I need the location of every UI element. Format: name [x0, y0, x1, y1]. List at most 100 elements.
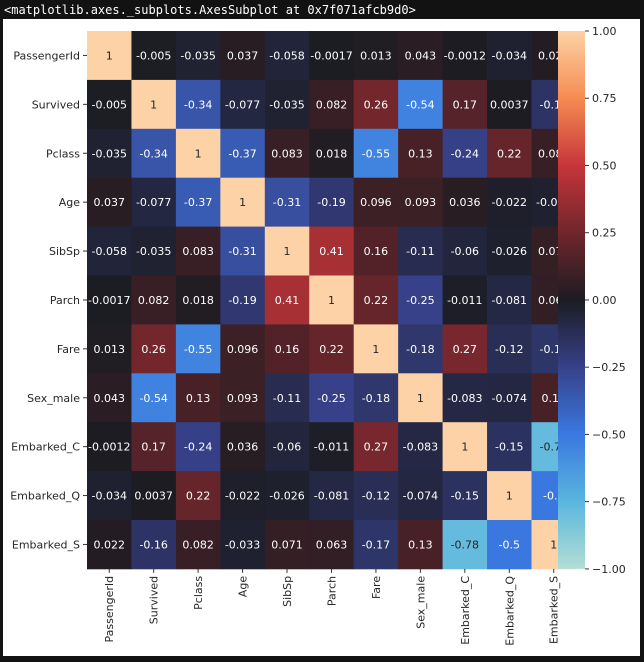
x-tick-label: Embarked_Q	[503, 576, 516, 646]
heatmap-cell	[398, 31, 443, 81]
cell-annotation: -0.11	[406, 245, 434, 258]
heatmap-cell	[398, 471, 443, 521]
heatmap-cell	[353, 520, 399, 570]
heatmap-cell	[442, 275, 488, 325]
heatmap-cell	[131, 520, 177, 570]
cell-annotation: 1	[239, 196, 246, 209]
cell-annotation: 0.16	[275, 343, 300, 356]
cell-annotation: 1	[284, 245, 291, 258]
colorbar-tick-label: 1.00	[592, 25, 617, 38]
heatmap-cell	[398, 324, 443, 374]
heatmap-cell	[87, 422, 132, 472]
cell-annotation: 0.13	[408, 538, 433, 551]
x-tick-label: Pclass	[192, 576, 205, 610]
heatmap-cell	[264, 128, 310, 179]
heatmap-cell	[264, 373, 310, 423]
cell-annotation: -0.083	[403, 441, 438, 454]
heatmap-cell	[398, 177, 443, 227]
cell-annotation: -0.0017	[88, 294, 130, 307]
x-tick-label: Survived	[148, 576, 161, 624]
cell-annotation: -0.06	[451, 245, 479, 258]
heatmap-cell	[175, 520, 221, 570]
cell-annotation: 0.26	[364, 98, 389, 111]
heatmap-cell	[175, 128, 221, 179]
cell-annotation: -0.16	[139, 538, 167, 551]
heatmap-cell	[220, 520, 266, 570]
heatmap-cell	[175, 275, 221, 325]
heatmap-cell	[264, 226, 310, 276]
heatmap-cell	[442, 226, 488, 276]
cell-annotation: -0.035	[180, 49, 215, 62]
cell-annotation: 0.037	[93, 196, 125, 209]
cell-annotation: -0.06	[273, 441, 301, 454]
cell-annotation: -0.31	[228, 245, 256, 258]
cell-annotation: 0.018	[316, 147, 348, 160]
cell-annotation: -0.19	[228, 294, 256, 307]
heatmap-cell	[353, 31, 399, 81]
heatmap-cell	[353, 324, 399, 374]
heatmap-cell	[264, 177, 310, 227]
cell-annotation: -0.12	[362, 490, 390, 503]
heatmap-cell	[264, 422, 310, 472]
heatmap-cell	[220, 226, 266, 276]
heatmap-cell	[353, 373, 399, 423]
cell-output-repr: <matplotlib.axes._subplots.AxesSubplot a…	[4, 3, 416, 17]
cell-annotation: -0.34	[184, 98, 212, 111]
cell-annotation: -0.022	[492, 196, 527, 209]
cell-annotation: -0.035	[269, 98, 304, 111]
heatmap-cell	[309, 128, 355, 179]
heatmap-cell	[442, 520, 488, 570]
heatmap-cell	[487, 520, 532, 570]
cell-annotation: 0.17	[141, 441, 166, 454]
x-tick-label: Embarked_C	[459, 576, 472, 645]
cell-annotation: 0.0037	[490, 98, 529, 111]
cell-annotation: -0.026	[492, 245, 527, 258]
cell-annotation: -0.005	[91, 98, 126, 111]
heatmap-cell	[487, 422, 532, 472]
heatmap-cell	[220, 79, 266, 130]
cell-annotation: -0.058	[91, 245, 126, 258]
cell-annotation: -0.15	[495, 441, 523, 454]
cell-annotation: -0.34	[139, 147, 167, 160]
heatmap-cell	[442, 31, 488, 81]
cell-annotation: 0.082	[182, 538, 214, 551]
cell-annotation: 0.093	[227, 392, 259, 405]
cell-annotation: 0.0037	[134, 490, 173, 503]
heatmap-cell	[131, 128, 177, 179]
heatmap-cell	[220, 373, 266, 423]
cell-annotation: 1	[195, 147, 202, 160]
heatmap-cell	[175, 31, 221, 81]
cell-annotation: -0.058	[269, 49, 304, 62]
cell-annotation: 0.043	[93, 392, 125, 405]
heatmap-cell	[87, 520, 132, 570]
cell-annotation: -0.0012	[444, 49, 486, 62]
heatmap-cell	[487, 31, 532, 81]
cell-annotation: 0.036	[449, 196, 481, 209]
cell-annotation: -0.0012	[88, 441, 130, 454]
colorbar-tick-label: 0.25	[592, 227, 617, 240]
y-tick-label: Survived	[32, 98, 80, 111]
heatmap-cell	[87, 128, 132, 179]
heatmap-cell	[353, 128, 399, 179]
x-tick-label: Age	[237, 576, 250, 598]
cell-annotation: -0.17	[362, 538, 390, 551]
correlation-heatmap: 1 -0.005 -0.035 0.037 -0.058 -0.0017 0.013 0.04…	[10, 25, 626, 646]
cell-annotation: -0.25	[406, 294, 434, 307]
heatmap-cell	[487, 324, 532, 374]
cell-annotation: 0.17	[453, 98, 478, 111]
cell-annotation: 0.083	[182, 245, 214, 258]
cell-annotation: -0.37	[228, 147, 256, 160]
heatmap-cell	[353, 79, 399, 130]
heatmap-cell	[309, 177, 355, 227]
heatmap-cell	[220, 128, 266, 179]
cell-annotation: -0.0017	[310, 49, 352, 62]
cell-annotation: -0.035	[136, 245, 171, 258]
colorbar-tick-label: 0.50	[592, 159, 617, 172]
heatmap-cell	[487, 177, 532, 227]
cell-annotation: 0.27	[364, 441, 389, 454]
cell-annotation: 1	[150, 98, 157, 111]
x-tick-label: SibSp	[281, 576, 294, 607]
y-tick-label: Parch	[50, 294, 80, 307]
cell-annotation: -0.31	[273, 196, 301, 209]
heatmap-cell	[309, 275, 355, 325]
